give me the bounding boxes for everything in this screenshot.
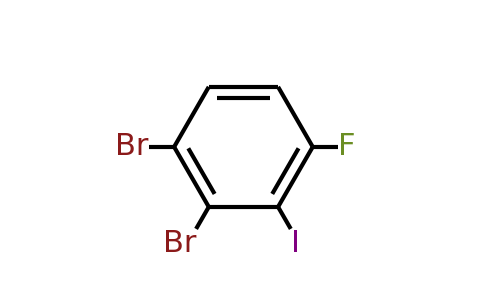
Text: Br: Br	[163, 229, 196, 258]
Text: Br: Br	[115, 132, 149, 161]
Text: F: F	[338, 132, 356, 161]
Text: I: I	[291, 229, 300, 258]
